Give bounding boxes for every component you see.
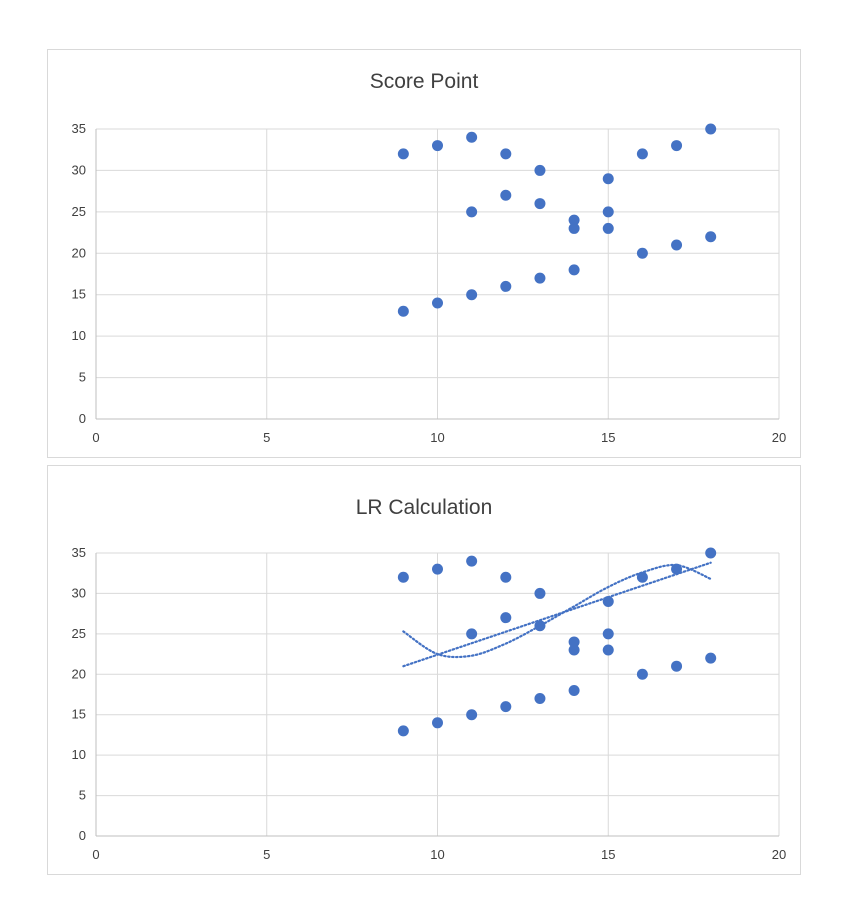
polynomial-trendline <box>402 563 712 659</box>
x-tick-label: 15 <box>601 430 615 445</box>
data-point <box>602 222 614 234</box>
data-point <box>397 148 409 160</box>
data-point <box>568 222 580 234</box>
data-point <box>432 140 443 152</box>
data-point <box>466 289 478 301</box>
data-point <box>602 206 614 218</box>
data-point <box>636 247 648 259</box>
x-tick-label: 20 <box>772 430 786 445</box>
data-point <box>705 231 717 243</box>
y-tick-label: 15 <box>72 287 86 302</box>
data-point <box>671 563 683 575</box>
data-point <box>602 644 614 656</box>
y-tick-label: 30 <box>72 162 86 177</box>
data-point <box>568 214 580 226</box>
x-tick-label: 15 <box>601 847 615 862</box>
data-point <box>671 239 683 251</box>
x-tick-label: 10 <box>430 430 444 445</box>
score-point-chart: Score Point 0 5 10 15 20 25 30 35 0 5 10 15 20 <box>47 49 801 458</box>
chart-title: Score Point <box>369 70 479 93</box>
data-point <box>397 305 409 317</box>
y-tick-label: 30 <box>72 585 86 600</box>
chart-title: LR Calculation <box>355 496 493 519</box>
lr-calculation-chart: LR Calculation 0 5 10 15 20 25 30 35 0 5 10 15 20 <box>47 465 801 875</box>
x-tick-label: 10 <box>430 847 444 862</box>
x-tick-label: 20 <box>772 847 786 862</box>
data-point <box>568 684 580 696</box>
x-tick-label: 5 <box>263 847 270 862</box>
y-tick-label: 25 <box>72 626 86 641</box>
data-point <box>500 148 512 160</box>
data-point <box>636 668 648 680</box>
data-point <box>500 612 512 624</box>
data-point <box>534 587 546 599</box>
y-tick-label: 20 <box>72 666 86 681</box>
y-tick-label: 0 <box>79 828 86 843</box>
y-tick-label: 15 <box>72 707 86 722</box>
data-point <box>466 131 478 143</box>
score-point-plot: 0 5 10 15 20 25 30 35 0 5 10 15 20 <box>72 121 787 445</box>
data-point <box>432 297 443 309</box>
data-point <box>705 652 717 664</box>
y-tick-label: 10 <box>72 747 86 762</box>
data-point <box>534 693 546 705</box>
data-point <box>602 173 614 185</box>
data-point <box>500 701 512 713</box>
data-point <box>568 264 580 276</box>
y-tick-label: 35 <box>72 545 86 560</box>
data-point <box>636 148 648 160</box>
data-point <box>534 164 546 176</box>
data-point <box>397 725 409 737</box>
data-point <box>500 189 512 201</box>
data-point <box>500 571 512 583</box>
x-tick-label: 5 <box>263 430 270 445</box>
data-point <box>636 571 648 583</box>
data-point <box>602 628 614 640</box>
x-tick-label: 0 <box>92 847 99 862</box>
y-tick-label: 0 <box>79 411 86 426</box>
data-point <box>534 198 546 210</box>
data-point <box>500 280 512 292</box>
data-point <box>466 628 478 640</box>
data-point <box>671 660 683 672</box>
data-point <box>568 636 580 648</box>
data-point <box>602 596 614 608</box>
y-tick-label: 5 <box>79 370 86 385</box>
data-point <box>466 709 478 721</box>
data-point <box>432 563 443 575</box>
data-point <box>466 555 478 567</box>
data-point <box>568 644 580 656</box>
linear-trendline <box>402 561 712 668</box>
data-point <box>534 272 546 284</box>
y-tick-label: 25 <box>72 204 86 219</box>
data-point <box>397 571 409 583</box>
data-point <box>705 547 717 559</box>
y-tick-label: 35 <box>72 121 86 136</box>
data-point <box>466 206 478 218</box>
data-point <box>432 717 443 729</box>
data-point <box>705 123 717 135</box>
lr-calculation-plot: 0 5 10 15 20 25 30 35 0 5 10 15 20 <box>72 545 787 862</box>
data-point <box>671 140 683 152</box>
y-tick-label: 5 <box>79 788 86 803</box>
y-tick-label: 20 <box>72 245 86 260</box>
data-point <box>534 620 546 632</box>
y-tick-label: 10 <box>72 328 86 343</box>
x-tick-label: 0 <box>92 430 99 445</box>
